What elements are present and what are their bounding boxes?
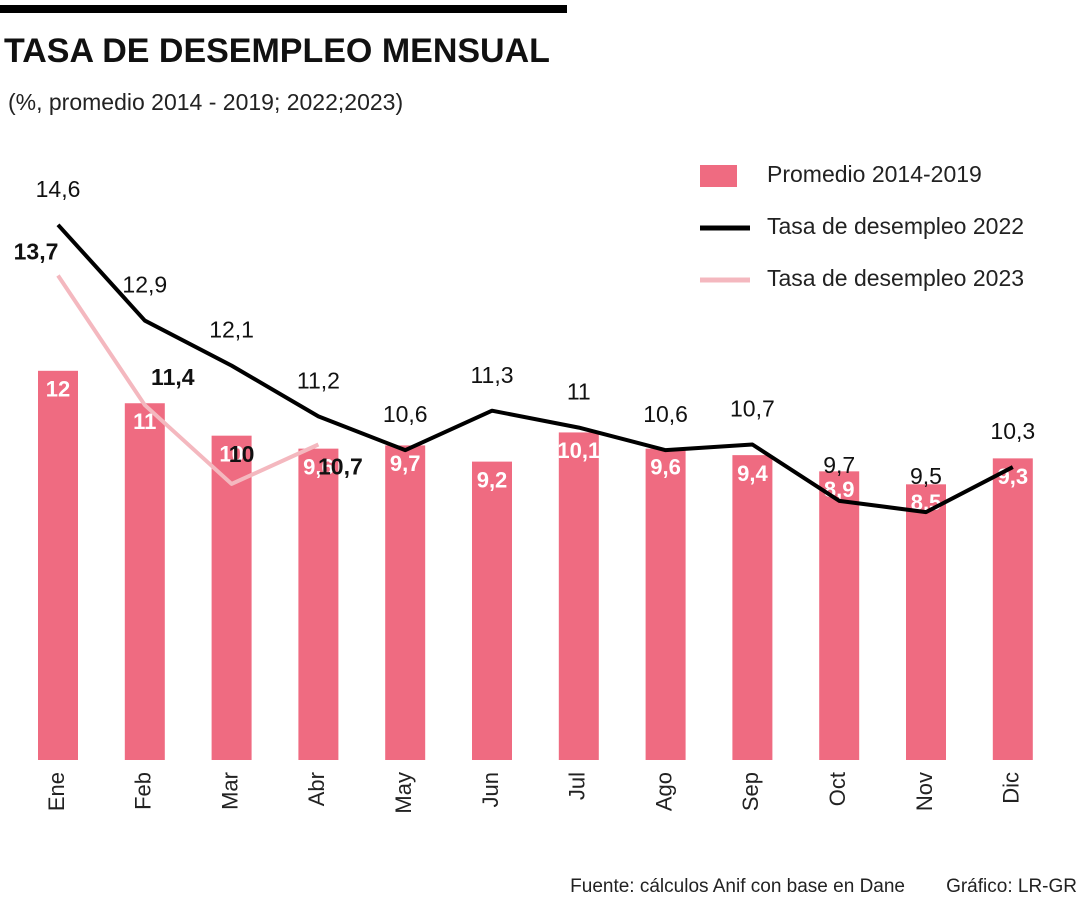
line-value-label: 10,7 xyxy=(318,454,363,480)
legend-label: Tasa de desempleo 2022 xyxy=(767,213,1024,239)
line xyxy=(56,223,1014,515)
bar xyxy=(38,370,78,760)
line-value-label: 12,1 xyxy=(209,317,254,343)
bar xyxy=(211,435,252,760)
line-value-label: 14,6 xyxy=(36,176,81,202)
x-tick-label: May xyxy=(391,772,416,814)
chart-title: TASA DE DESEMPLEO MENSUAL xyxy=(4,32,550,70)
x-tick-label: Ago xyxy=(651,772,676,811)
line-value-label: 10 xyxy=(229,441,255,467)
x-tick-label: Jun xyxy=(478,772,503,807)
line-value-label: 10,6 xyxy=(643,401,688,427)
x-tick-label: Ene xyxy=(44,772,69,811)
legend-swatch xyxy=(700,165,737,187)
bar xyxy=(298,448,339,760)
bar-value-label: 10,1 xyxy=(557,438,600,463)
bar xyxy=(992,458,1033,760)
x-tick-label: Dic xyxy=(999,772,1024,804)
line-value-label: 10,7 xyxy=(730,396,775,422)
bar xyxy=(819,471,860,760)
bar xyxy=(385,445,426,760)
line-value-label: 11,3 xyxy=(470,362,513,388)
chart-subtitle: (%, promedio 2014 - 2019; 2022;2023) xyxy=(8,89,403,115)
bar-value-label: 9,6 xyxy=(303,454,334,479)
top-rule xyxy=(0,5,567,13)
bar xyxy=(558,432,599,760)
bar-value-label: 9,6 xyxy=(650,454,681,479)
bar xyxy=(472,461,512,760)
line-value-label: 10,3 xyxy=(990,418,1035,444)
bar xyxy=(645,448,686,760)
line-value-label: 11,2 xyxy=(297,367,340,393)
x-tick-label: Nov xyxy=(912,772,937,811)
x-tick-label: Feb xyxy=(131,772,156,810)
legend-label: Tasa de desempleo 2023 xyxy=(767,265,1024,291)
bar-value-label: 12 xyxy=(46,377,70,402)
bar-value-label: 10 xyxy=(219,441,243,466)
x-tick-label: Sep xyxy=(738,772,763,811)
bar xyxy=(124,403,165,760)
bar-value-label: 8,9 xyxy=(824,477,855,502)
line-value-label: 10,6 xyxy=(383,401,428,427)
line xyxy=(56,274,320,486)
credit: Gráfico: LR-GR xyxy=(946,876,1077,897)
bar-value-label: 9,7 xyxy=(390,451,421,476)
bar-value-label: 11 xyxy=(133,409,156,434)
x-tick-label: Oct xyxy=(825,772,850,806)
line-value-label: 11 xyxy=(567,379,591,405)
x-tick-label: Mar xyxy=(217,772,242,810)
legend-label: Promedio 2014-2019 xyxy=(767,161,982,187)
line-value-label: 9,7 xyxy=(823,452,855,478)
bar-value-label: 9,2 xyxy=(477,467,508,492)
line-value-label: 9,5 xyxy=(910,463,942,489)
line-value-label: 13,7 xyxy=(14,239,59,265)
line-value-label: 11,4 xyxy=(151,364,195,390)
bar xyxy=(906,484,946,760)
source: Fuente: cálculos Anif con base en Dane xyxy=(570,876,905,897)
x-tick-label: Abr xyxy=(304,772,329,806)
bar xyxy=(732,455,773,760)
line-value-label: 12,9 xyxy=(122,272,167,298)
x-tick-label: Jul xyxy=(565,772,590,800)
bar-value-label: 9,4 xyxy=(737,461,768,486)
